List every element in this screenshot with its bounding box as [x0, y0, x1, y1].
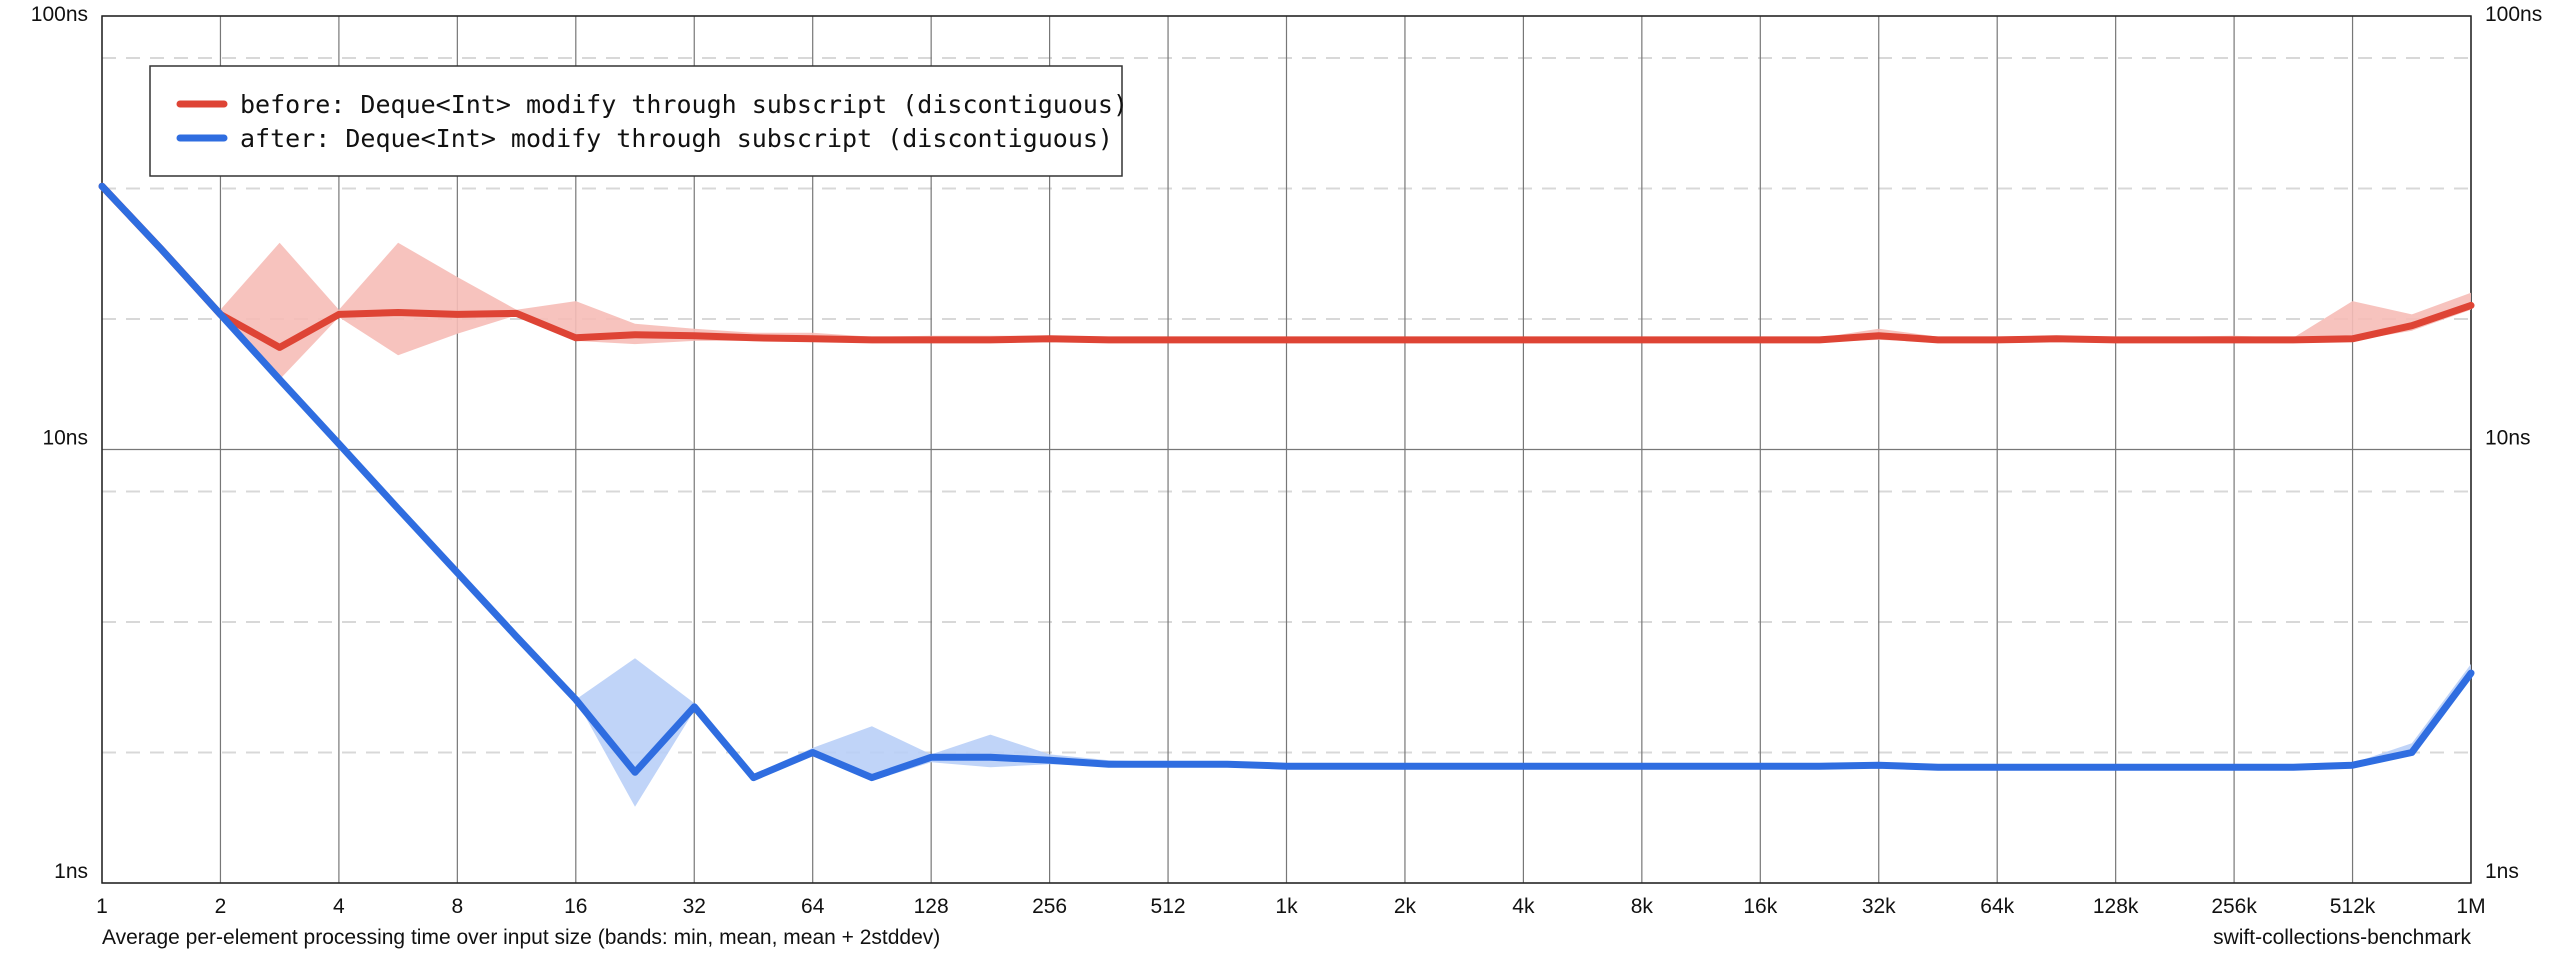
- x-tick-label: 64k: [1980, 895, 2014, 918]
- y2-tick-label: 10ns: [2485, 427, 2531, 450]
- y2-tick-label: 100ns: [2485, 3, 2542, 26]
- series-line: [98, 182, 2475, 782]
- x-tick-label: 256: [1032, 895, 1067, 918]
- caption: Average per-element processing time over…: [102, 926, 940, 949]
- legend-label: before: Deque<Int> modify through subscr…: [240, 90, 1128, 119]
- x-tick-label: 2k: [1394, 895, 1417, 918]
- x-tick-label: 128: [914, 895, 949, 918]
- x-tick-label: 1: [96, 895, 108, 918]
- y2-tick-label: 1ns: [2485, 860, 2519, 883]
- y-tick-label: 1ns: [54, 860, 88, 883]
- x-tick-label: 64: [801, 895, 825, 918]
- footer: swift-collections-benchmark: [2213, 926, 2471, 949]
- x-tick-label: 8k: [1631, 895, 1654, 918]
- x-tick-label: 2: [215, 895, 227, 918]
- plot-frame: [101, 15, 2472, 884]
- x-tick-label: 512k: [2330, 895, 2376, 918]
- x-tick-label: 16k: [1743, 895, 1777, 918]
- x-tick-label: 256k: [2211, 895, 2257, 918]
- x-tick-label: 512: [1151, 895, 1186, 918]
- x-tick-label: 8: [452, 895, 464, 918]
- y-tick-label: 10ns: [42, 427, 88, 450]
- x-tick-label: 4: [333, 895, 345, 918]
- series-line: [98, 182, 2475, 351]
- x-tick-label: 1M: [2456, 895, 2485, 918]
- x-tick-label: 32k: [1862, 895, 1896, 918]
- x-tick-label: 128k: [2093, 895, 2139, 918]
- x-tick-label: 32: [683, 895, 706, 918]
- x-tick-label: 16: [564, 895, 587, 918]
- y-tick-label: 100ns: [31, 3, 88, 26]
- band: [102, 186, 2471, 380]
- legend-box: [149, 65, 1123, 177]
- x-tick-label: 1k: [1275, 895, 1298, 918]
- x-tick-label: 4k: [1512, 895, 1535, 918]
- legend-label: after: Deque<Int> modify through subscri…: [240, 124, 1113, 153]
